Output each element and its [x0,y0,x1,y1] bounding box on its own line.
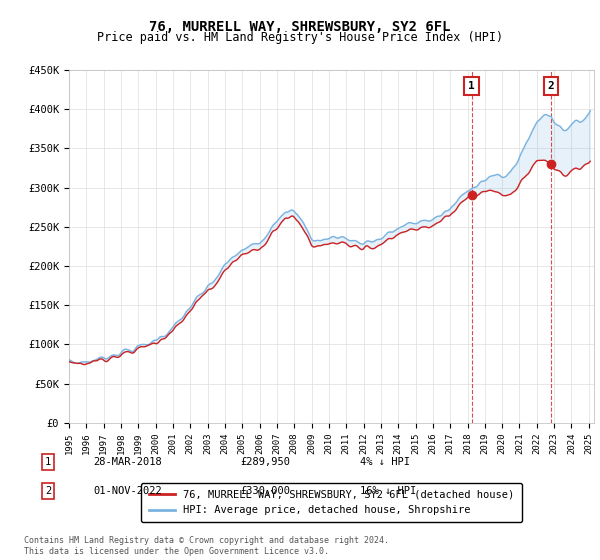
Text: £289,950: £289,950 [240,457,290,467]
Text: 28-MAR-2018: 28-MAR-2018 [93,457,162,467]
Legend: 76, MURRELL WAY, SHREWSBURY, SY2 6FL (detached house), HPI: Average price, detac: 76, MURRELL WAY, SHREWSBURY, SY2 6FL (de… [142,483,521,522]
Text: 1: 1 [45,457,51,467]
Text: 16% ↓ HPI: 16% ↓ HPI [360,486,416,496]
Text: Price paid vs. HM Land Registry's House Price Index (HPI): Price paid vs. HM Land Registry's House … [97,31,503,44]
Text: Contains HM Land Registry data © Crown copyright and database right 2024.
This d: Contains HM Land Registry data © Crown c… [24,536,389,556]
Text: 4% ↓ HPI: 4% ↓ HPI [360,457,410,467]
Text: 2: 2 [45,486,51,496]
Text: 1: 1 [468,81,475,91]
Text: 2: 2 [548,81,554,91]
Text: £330,000: £330,000 [240,486,290,496]
Text: 01-NOV-2022: 01-NOV-2022 [93,486,162,496]
Text: 76, MURRELL WAY, SHREWSBURY, SY2 6FL: 76, MURRELL WAY, SHREWSBURY, SY2 6FL [149,20,451,34]
